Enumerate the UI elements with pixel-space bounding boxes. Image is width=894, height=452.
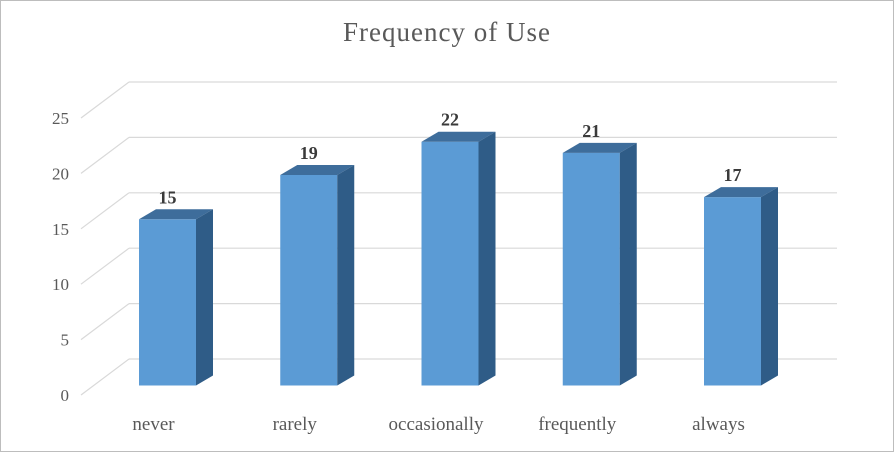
value-label-always: 17 bbox=[724, 165, 742, 185]
bar-rarely[interactable] bbox=[280, 164, 355, 386]
bar-front-face bbox=[139, 219, 196, 386]
bar-top-face bbox=[280, 164, 355, 175]
y-tick-label-10: 10 bbox=[52, 275, 69, 294]
bar-side-face bbox=[761, 187, 778, 386]
category-label-never: never bbox=[132, 414, 175, 435]
bar-frequently[interactable] bbox=[562, 142, 637, 386]
bar-side-face bbox=[478, 131, 496, 386]
y-tick-label-20: 20 bbox=[52, 164, 69, 183]
value-label-frequently: 21 bbox=[582, 121, 600, 141]
bar-side-face bbox=[619, 142, 637, 386]
bar-front-face bbox=[421, 141, 479, 386]
y-tick-label-5: 5 bbox=[61, 331, 70, 350]
bar-front-face bbox=[562, 152, 620, 386]
bar-occasionally[interactable] bbox=[421, 131, 496, 386]
value-label-rarely: 19 bbox=[300, 143, 318, 163]
y-tick-label-0: 0 bbox=[61, 386, 70, 405]
bar-top-face bbox=[139, 209, 213, 220]
bar-front-face bbox=[280, 174, 338, 386]
category-label-always: always bbox=[692, 414, 745, 435]
category-label-frequently: frequently bbox=[538, 414, 617, 435]
category-label-rarely: rarely bbox=[273, 414, 318, 435]
y-tick-label-25: 25 bbox=[52, 109, 69, 128]
y-tick-label-15: 15 bbox=[52, 220, 69, 239]
bar-never[interactable] bbox=[139, 209, 213, 386]
bar-always[interactable] bbox=[704, 187, 778, 386]
bar-top-face bbox=[562, 142, 637, 153]
bar-front-face bbox=[704, 197, 761, 386]
bar-side-face bbox=[337, 164, 355, 386]
value-label-never: 15 bbox=[159, 187, 177, 207]
bar-top-face bbox=[704, 187, 778, 198]
gridline-25 bbox=[80, 81, 837, 119]
bar-top-face bbox=[421, 131, 496, 142]
bar-side-face bbox=[196, 209, 213, 386]
category-label-occasionally: occasionally bbox=[389, 414, 484, 435]
value-label-occasionally: 22 bbox=[441, 110, 459, 130]
